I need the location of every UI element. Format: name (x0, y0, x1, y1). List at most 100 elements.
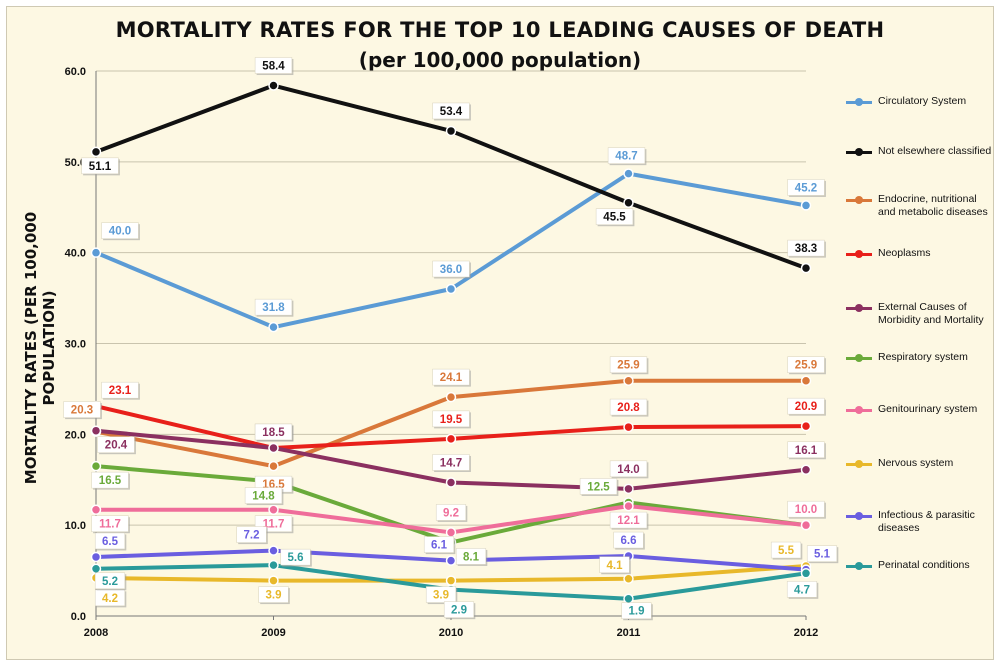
data-label-box (609, 511, 648, 529)
data-label: 6.6 (621, 535, 637, 547)
legend-marker (855, 354, 863, 362)
legend-item: Neoplasms (846, 247, 996, 287)
data-label-box (63, 401, 101, 418)
data-label-box (621, 602, 652, 619)
legend-marker (855, 196, 863, 204)
legend-item: Infectious & parasitic diseases (846, 509, 996, 549)
data-label: 58.4 (262, 61, 285, 73)
data-label: 45.5 (603, 212, 626, 224)
data-label: 5.6 (288, 552, 304, 564)
data-label: 3.9 (266, 590, 282, 602)
data-label-box (609, 398, 648, 416)
legend-label: Infectious & parasitic diseases (878, 509, 975, 534)
data-label: 40.0 (109, 226, 131, 238)
data-point (623, 573, 634, 585)
y-tick-label: 60.0 (65, 66, 86, 78)
data-label-box (787, 441, 825, 459)
data-point (445, 283, 457, 295)
data-label: 1.9 (629, 606, 645, 618)
y-tick-label: 10.0 (65, 520, 86, 532)
data-point (268, 559, 279, 571)
data-point (268, 575, 279, 586)
data-label-box (101, 222, 139, 239)
chart-title: MORTALITY RATES FOR THE TOP 10 LEADING C… (115, 18, 885, 42)
x-tick-label: 2010 (439, 627, 463, 639)
data-label: 14.8 (252, 491, 275, 503)
series-line (95, 171, 807, 330)
data-label: 51.1 (89, 161, 112, 173)
legend-item: Genitourinary system (846, 403, 996, 443)
data-point (90, 146, 102, 158)
data-point (800, 519, 812, 531)
data-label-box (91, 471, 129, 489)
legend-label: Nervous system (878, 457, 954, 469)
legend-marker (855, 250, 863, 258)
y-tick-label: 20.0 (65, 429, 86, 441)
legend-label: Perinatal conditions (878, 559, 970, 571)
data-labels: 40.0 31.8 36.0 48.7 45.2 51.1 58.4 53.4 45.5 38.3… (63, 57, 839, 621)
data-point (800, 375, 812, 386)
data-label-box (97, 436, 135, 453)
data-point (268, 504, 279, 515)
data-point (90, 563, 102, 575)
data-point (268, 442, 279, 454)
data-label-box (91, 515, 129, 532)
data-label: 7.2 (244, 530, 260, 542)
data-label-box (432, 102, 470, 120)
data-label-box (244, 487, 283, 504)
data-point (445, 125, 457, 137)
legend-item: External Causes of Morbidity and Mortali… (846, 301, 996, 341)
data-label-box (613, 531, 644, 549)
data-point (800, 568, 812, 579)
legend-label: Endocrine, nutritional and metabolic dis… (878, 193, 988, 218)
data-label-box (787, 500, 825, 518)
data-label-box (94, 572, 126, 590)
data-label: 14.7 (440, 457, 462, 469)
data-point (623, 421, 634, 433)
legend-item: Circulatory System (846, 95, 996, 135)
data-label-box (432, 260, 470, 278)
data-label: 10.0 (795, 504, 817, 516)
data-point (445, 555, 457, 566)
data-label-box (609, 460, 648, 478)
legend-marker (855, 98, 863, 106)
legend-marker (855, 562, 863, 570)
data-point (445, 477, 457, 488)
data-label: 6.5 (102, 536, 119, 548)
x-tick-label: 2012 (794, 627, 818, 639)
data-label-box (806, 545, 838, 562)
data-label: 16.5 (99, 475, 122, 487)
data-label: 11.7 (99, 519, 121, 531)
data-label-box (280, 548, 311, 566)
data-label-box (423, 536, 455, 553)
data-point (800, 200, 812, 211)
data-point (90, 460, 102, 472)
legend-label: Neoplasms (878, 247, 931, 259)
data-point (623, 375, 634, 386)
data-label-box (236, 526, 267, 543)
data-label: 4.7 (794, 584, 810, 596)
y-tick-label: 0.0 (71, 611, 86, 623)
data-label: 12.1 (617, 515, 640, 527)
data-point (800, 464, 812, 476)
data-label-box (595, 208, 634, 225)
data-label-box (432, 368, 470, 386)
data-label: 11.7 (263, 519, 285, 531)
data-label: 5.5 (778, 545, 795, 557)
y-tick-label: 30.0 (65, 339, 86, 351)
data-label-box (607, 147, 646, 164)
data-label-box (599, 556, 630, 574)
data-point (445, 391, 457, 403)
data-label: 45.2 (795, 182, 817, 194)
data-label-box (579, 478, 618, 495)
data-label: 4.1 (607, 560, 624, 572)
legend-marker (855, 460, 863, 468)
data-point (445, 433, 457, 445)
data-label-box (787, 179, 825, 196)
legend-label: Genitourinary system (878, 403, 978, 415)
data-label-box (443, 601, 475, 618)
data-label: 2.9 (451, 605, 467, 617)
legend-label: External Causes of Morbidity and Mortali… (878, 301, 984, 326)
data-label-box (786, 581, 818, 598)
y-tick-label: 50.0 (65, 157, 86, 169)
